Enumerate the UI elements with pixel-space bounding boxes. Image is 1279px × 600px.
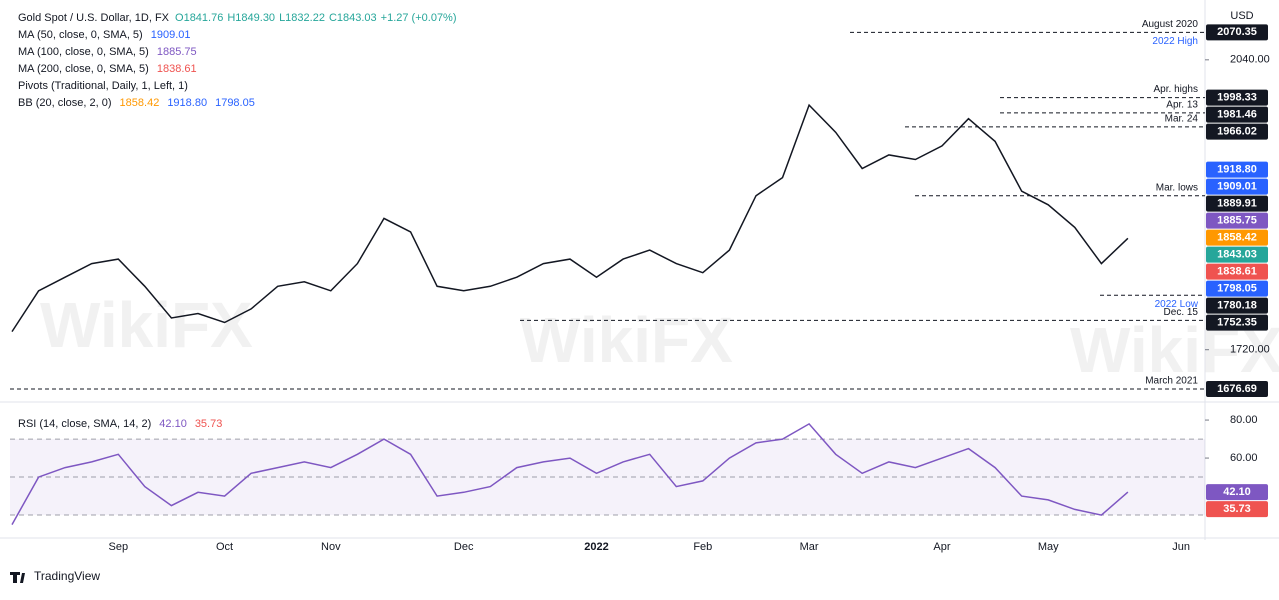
price-label: 42.10 — [1223, 486, 1251, 498]
level-note: Mar. 24 — [1165, 113, 1199, 124]
ohlc: O1841.76 — [175, 12, 223, 24]
x-tick-label: May — [1038, 541, 1059, 553]
level-note: March 2021 — [1145, 376, 1198, 387]
x-tick-label: Nov — [321, 541, 341, 553]
y-tick-label: 1720.00 — [1230, 344, 1270, 356]
price-label-box — [1206, 280, 1268, 297]
x-tick-label: Sep — [108, 541, 128, 553]
price-label-box — [1206, 297, 1268, 314]
x-tick-label: Apr — [933, 541, 950, 553]
x-tick-label: Dec — [454, 541, 474, 553]
price-label-box — [1206, 161, 1268, 178]
ohlc: H1849.30 — [227, 12, 275, 24]
price-label: 1981.46 — [1217, 108, 1257, 120]
study-name: MA (50, close, 0, SMA, 5) — [18, 29, 143, 41]
x-tick-label: 2022 — [584, 541, 608, 553]
price-label: 1885.75 — [1217, 215, 1257, 227]
level-note: 2022 High — [1152, 36, 1198, 47]
price-label: 1966.02 — [1217, 125, 1257, 137]
footer-brand: TradingView — [34, 569, 100, 583]
level-note: Apr. highs — [1154, 84, 1198, 95]
y-tick-label: 60.00 — [1230, 452, 1258, 464]
study-name: BB (20, close, 2, 0) — [18, 97, 112, 109]
price-label-box — [1206, 484, 1268, 501]
pane-value: 42.10 — [159, 418, 187, 430]
pane-value: 35.73 — [195, 418, 223, 430]
level-note: 2022 Low — [1155, 299, 1199, 310]
logo — [10, 572, 25, 583]
ohlc: L1832.22 — [279, 12, 325, 24]
price-label: 1858.42 — [1217, 232, 1257, 244]
price-line — [11, 422, 1129, 525]
study-value: 1885.75 — [157, 46, 197, 58]
x-tick-label: Oct — [216, 541, 233, 553]
price-label-box — [1206, 106, 1268, 123]
study-name: MA (200, close, 0, SMA, 5) — [18, 63, 149, 75]
price-label-box — [1206, 89, 1268, 106]
watermark: WikiFX — [40, 289, 253, 361]
price-label-box — [1206, 246, 1268, 263]
price-label: 1780.18 — [1217, 300, 1257, 312]
watermark: WikiFX — [520, 304, 733, 376]
price-label: 2070.35 — [1217, 26, 1257, 38]
level-note: Mar. lows — [1156, 182, 1198, 193]
symbol: Gold Spot / U.S. Dollar, 1D, FX — [18, 12, 170, 24]
x-tick-label: Mar — [800, 541, 819, 553]
study-value: 1798.05 — [215, 97, 255, 109]
price-label: 1676.69 — [1217, 383, 1257, 395]
study-name: Pivots (Traditional, Daily, 1, Left, 1) — [18, 80, 188, 92]
price-label-box — [1206, 263, 1268, 280]
y-tick-label: 80.00 — [1230, 414, 1258, 426]
price-label: 1843.03 — [1217, 249, 1257, 261]
study-value: 1918.80 — [167, 97, 207, 109]
currency: USD — [1230, 10, 1253, 22]
level-note: Apr. 13 — [1166, 99, 1198, 110]
x-tick-label: Jun — [1172, 541, 1190, 553]
price-label: 1752.35 — [1217, 317, 1257, 329]
study-name: MA (100, close, 0, SMA, 5) — [18, 46, 149, 58]
pane-title: RSI (14, close, SMA, 14, 2) — [18, 418, 151, 430]
study-value: 1838.61 — [157, 63, 197, 75]
price-label: 35.73 — [1223, 503, 1251, 515]
ohlc: C1843.03 — [329, 12, 377, 24]
price-label-box — [1206, 24, 1268, 41]
study-value: 1909.01 — [151, 29, 191, 41]
price-label-box — [1206, 195, 1268, 212]
price-label-box — [1206, 314, 1268, 331]
price-label: 1798.05 — [1217, 283, 1257, 295]
price-label-box — [1206, 501, 1268, 518]
price-label-box — [1206, 212, 1268, 229]
price-label-box — [1206, 229, 1268, 246]
study-value: 1858.42 — [120, 97, 160, 109]
price-label: 1889.91 — [1217, 198, 1257, 210]
price-label: 1838.61 — [1217, 266, 1257, 278]
x-tick-label: Feb — [693, 541, 712, 553]
price-label-box — [1206, 380, 1268, 397]
price-label: 1918.80 — [1217, 164, 1257, 176]
level-note: Dec. 15 — [1164, 307, 1199, 318]
price-line — [11, 103, 1129, 333]
y-tick-label: 2040.00 — [1230, 54, 1270, 66]
price-label-box — [1206, 178, 1268, 195]
price-label: 1998.33 — [1217, 91, 1257, 103]
ohlc: +1.27 (+0.07%) — [381, 12, 457, 24]
price-label: 1909.01 — [1217, 181, 1257, 193]
level-note: August 2020 — [1142, 19, 1199, 30]
price-label-box — [1206, 123, 1268, 140]
